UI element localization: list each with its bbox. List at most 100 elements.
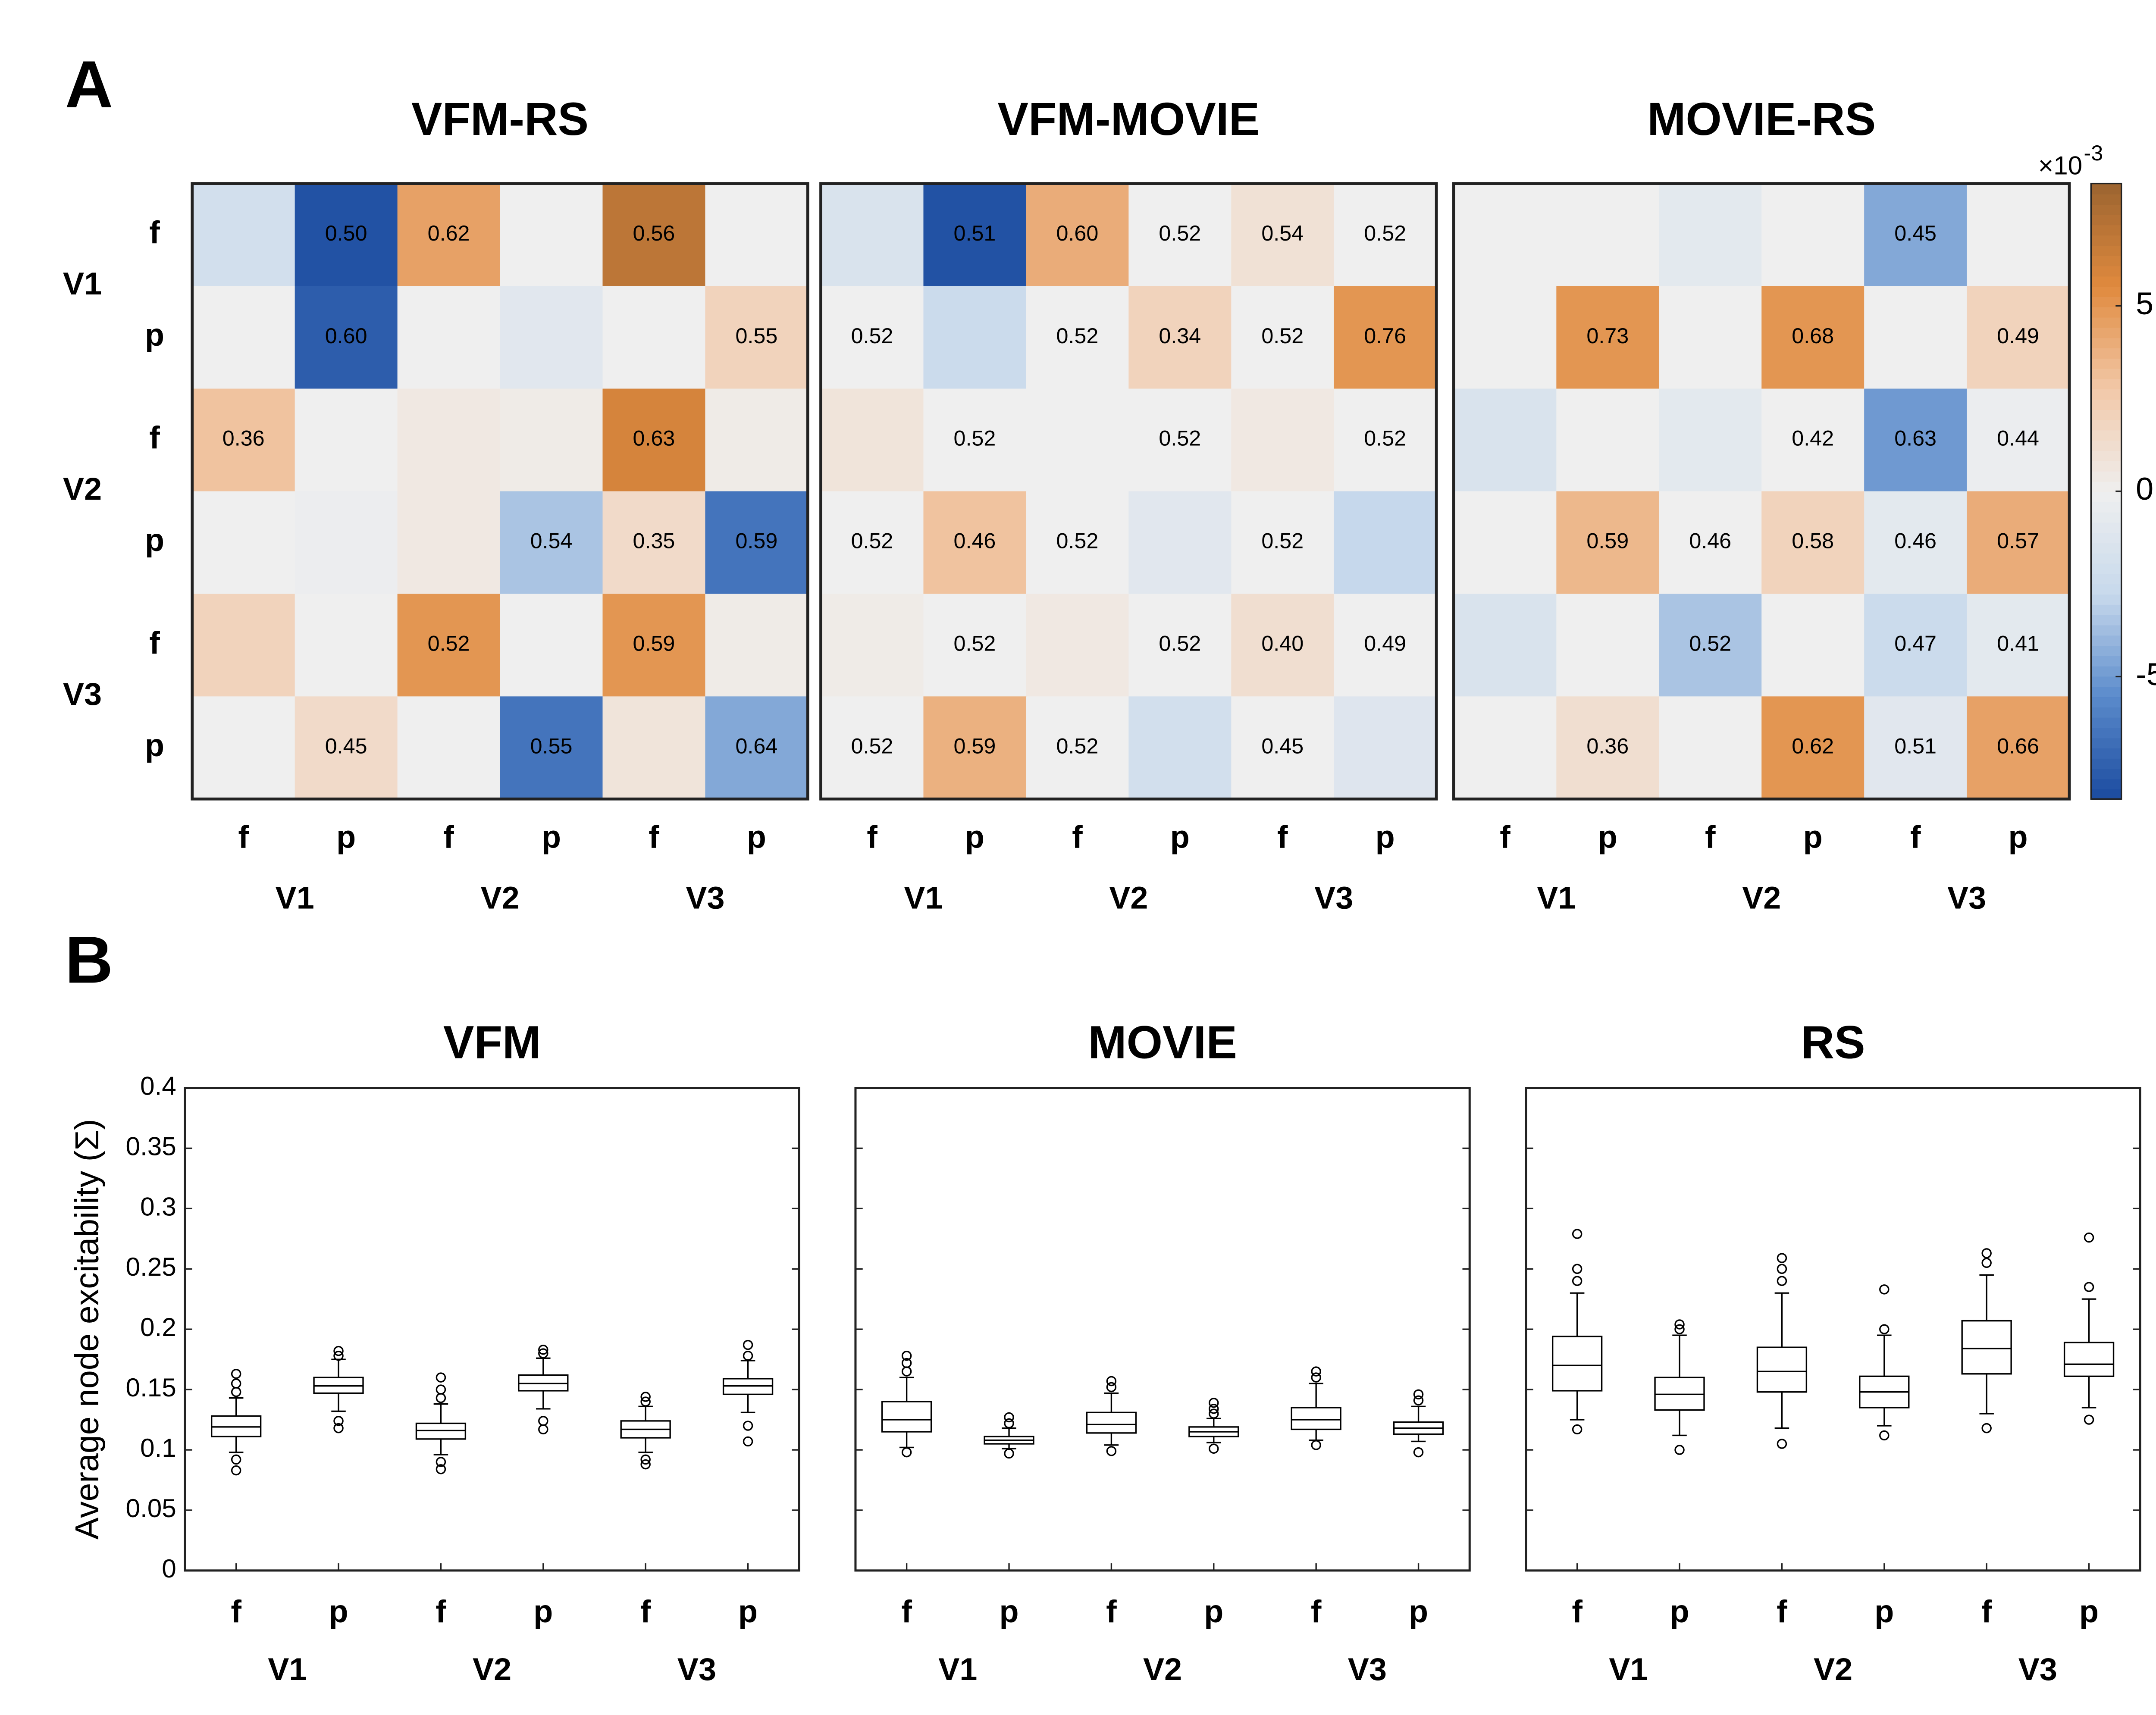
plot-frame bbox=[1525, 1087, 2141, 1572]
cell-annotation: 0.49 bbox=[1364, 632, 1406, 656]
x-tick-label: p bbox=[533, 1593, 553, 1629]
outlier bbox=[1106, 1376, 1117, 1386]
chart-title: MOVIE-RS bbox=[1647, 93, 1876, 145]
cell-annotation: 0.54 bbox=[530, 529, 573, 553]
cell-annotation: 0.52 bbox=[1056, 734, 1098, 758]
colorbar-segment bbox=[2091, 347, 2122, 359]
heatmap-cell bbox=[397, 696, 501, 800]
heatmap-cell bbox=[602, 491, 706, 595]
heatmap-cell bbox=[1231, 388, 1335, 492]
colorbar-segment bbox=[2091, 316, 2122, 328]
cell-annotation: 0.52 bbox=[1364, 426, 1406, 451]
x-tick-label: f bbox=[436, 1593, 446, 1629]
cell-annotation: 0.52 bbox=[954, 426, 996, 451]
x-group-label: V2 bbox=[1143, 1651, 1182, 1687]
x-tick-label: f bbox=[901, 1593, 912, 1629]
heatmap-cell bbox=[1026, 183, 1130, 287]
heatmap-cell bbox=[500, 594, 604, 698]
x-tick-label: f bbox=[1910, 819, 1921, 855]
heatmap-cell bbox=[1864, 696, 1968, 800]
colorbar-segment bbox=[2091, 470, 2122, 482]
box bbox=[1086, 1411, 1137, 1434]
cell-annotation: 0.76 bbox=[1364, 324, 1406, 348]
cell-annotation: 0.66 bbox=[1997, 734, 2039, 758]
heatmap-cell bbox=[295, 286, 398, 390]
outlier bbox=[1572, 1264, 1583, 1274]
heatmap-cell bbox=[1334, 696, 1437, 800]
heatmap-cell bbox=[192, 594, 296, 698]
heatmap-cell bbox=[1659, 183, 1762, 287]
y-tick-label: 0.2 bbox=[140, 1312, 176, 1342]
row-label: p bbox=[145, 727, 164, 763]
colorbar-segment bbox=[2091, 553, 2122, 564]
outlier bbox=[333, 1416, 344, 1426]
colorbar-segment bbox=[2091, 604, 2122, 615]
outlier bbox=[1777, 1276, 1787, 1286]
outlier bbox=[1004, 1448, 1014, 1459]
outlier bbox=[901, 1358, 912, 1368]
colorbar-segment bbox=[2091, 665, 2122, 677]
colorbar-segment bbox=[2091, 542, 2122, 554]
colorbar-segment bbox=[2091, 778, 2122, 790]
x-tick-label: f bbox=[1572, 1593, 1583, 1629]
colorbar-segment bbox=[2091, 368, 2122, 379]
heatmap-cell bbox=[1967, 388, 2070, 492]
y-tick-label: 0.1 bbox=[140, 1433, 176, 1462]
heatmap-cell bbox=[1864, 388, 1968, 492]
x-group-label: V2 bbox=[1814, 1651, 1852, 1687]
heatmap-cell bbox=[192, 696, 296, 800]
x-tick-label: f bbox=[1500, 819, 1510, 855]
cell-annotation: 0.40 bbox=[1261, 632, 1304, 656]
x-tick-label: f bbox=[1106, 1593, 1117, 1629]
x-group-label: V3 bbox=[2018, 1651, 2057, 1687]
heatmap-cell bbox=[1454, 594, 1557, 698]
heatmap-cell bbox=[602, 696, 706, 800]
panel-label: B bbox=[65, 922, 113, 997]
x-tick-label: f bbox=[867, 819, 877, 855]
x-tick-label: p bbox=[542, 819, 561, 855]
heatmap-cell bbox=[821, 594, 924, 698]
outlier bbox=[1413, 1395, 1424, 1406]
heatmap-cell bbox=[1967, 696, 2070, 800]
heatmap-cell bbox=[1128, 183, 1232, 287]
heatmap-cell bbox=[1659, 286, 1762, 390]
colorbar-segment bbox=[2091, 789, 2122, 800]
chart-title: VFM-RS bbox=[411, 93, 589, 145]
heatmap-cell bbox=[1659, 696, 1762, 800]
heatmap-cell bbox=[397, 286, 501, 390]
heatmap-cell bbox=[705, 491, 809, 595]
outlier bbox=[1879, 1284, 1890, 1295]
outlier bbox=[231, 1378, 241, 1389]
row-label: p bbox=[145, 317, 164, 353]
x-tick-label: f bbox=[1981, 1593, 1992, 1629]
cell-annotation: 0.47 bbox=[1894, 632, 1937, 656]
outlier bbox=[436, 1372, 446, 1383]
row-label: f bbox=[149, 625, 160, 660]
x-tick-label: p bbox=[1204, 1593, 1223, 1629]
box bbox=[1961, 1320, 2012, 1375]
cell-annotation: 0.34 bbox=[1159, 324, 1201, 348]
cell-annotation: 0.59 bbox=[735, 529, 777, 553]
outlier bbox=[333, 1423, 344, 1433]
row-label: p bbox=[145, 522, 164, 558]
colorbar-segment bbox=[2091, 275, 2122, 287]
outlier bbox=[538, 1348, 548, 1358]
outlier bbox=[1777, 1253, 1787, 1263]
outlier bbox=[1413, 1389, 1424, 1400]
outlier bbox=[538, 1424, 548, 1435]
chart-title: VFM bbox=[443, 1017, 541, 1068]
cell-annotation: 0.63 bbox=[1894, 426, 1937, 451]
colorbar-segment bbox=[2091, 460, 2122, 472]
cell-annotation: 0.36 bbox=[1586, 734, 1629, 758]
heatmap-cell bbox=[1659, 491, 1762, 595]
outlier bbox=[640, 1396, 651, 1407]
x-tick-label: p bbox=[2009, 819, 2028, 855]
x-tick-label: p bbox=[1170, 819, 1190, 855]
heatmap-cell bbox=[1334, 594, 1437, 698]
cell-annotation: 0.64 bbox=[735, 734, 777, 758]
cell-annotation: 0.59 bbox=[954, 734, 996, 758]
heatmap-cell bbox=[192, 388, 296, 492]
y-tick-label: 0.4 bbox=[140, 1071, 176, 1100]
outlier bbox=[231, 1369, 241, 1379]
box bbox=[1551, 1336, 1603, 1392]
